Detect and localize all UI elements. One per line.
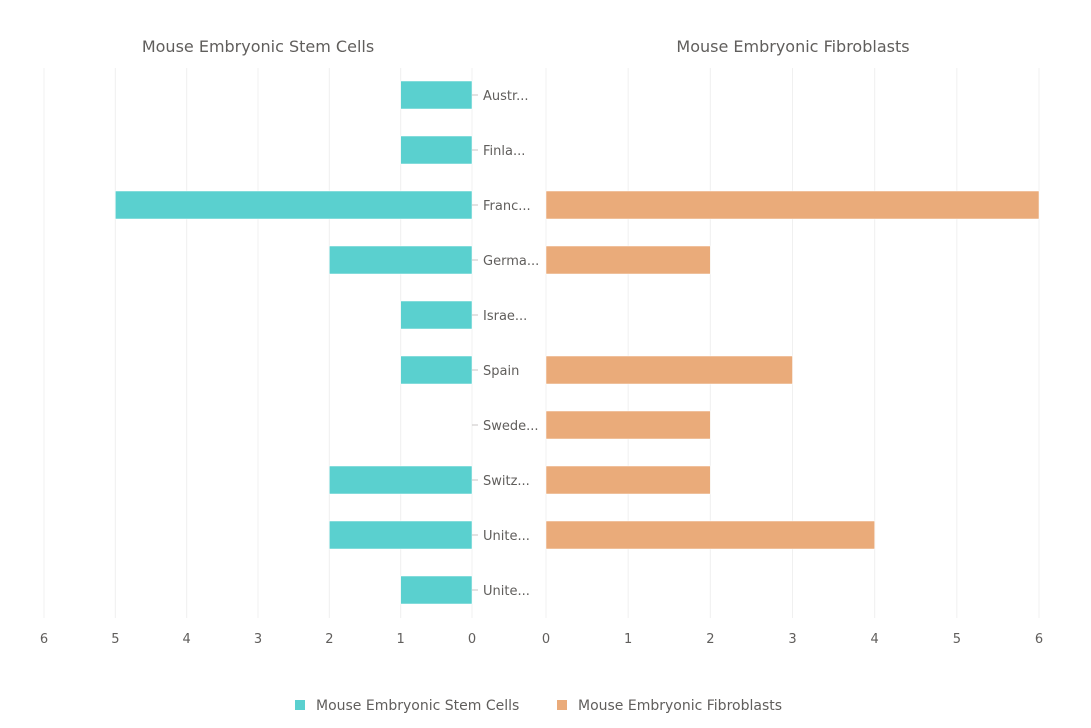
left-x-tick: 4 xyxy=(183,632,191,647)
bar-stem-cells[interactable] xyxy=(400,575,473,605)
category-label: Unite... xyxy=(483,529,530,544)
right-x-tick: 3 xyxy=(788,632,796,647)
bar-fibroblasts[interactable] xyxy=(545,245,711,275)
category-label: Austr... xyxy=(483,89,529,104)
right-x-tick: 0 xyxy=(542,632,550,647)
bar-fibroblasts[interactable] xyxy=(545,355,793,385)
right-x-tick: 5 xyxy=(953,632,961,647)
bar-stem-cells[interactable] xyxy=(329,245,473,275)
bar-fibroblasts[interactable] xyxy=(545,410,711,440)
left-x-tick: 0 xyxy=(468,632,476,647)
legend-swatch-fibroblasts xyxy=(557,700,567,710)
category-label: Israe... xyxy=(483,309,527,324)
bar-stem-cells[interactable] xyxy=(400,300,473,330)
bar-stem-cells[interactable] xyxy=(115,190,473,220)
bar-fibroblasts[interactable] xyxy=(545,520,875,550)
right-x-tick: 1 xyxy=(624,632,632,647)
left-x-tick: 1 xyxy=(397,632,405,647)
right-x-tick: 4 xyxy=(871,632,879,647)
category-label: Finla... xyxy=(483,144,525,159)
legend: Mouse Embryonic Stem Cells Mouse Embryon… xyxy=(295,698,782,714)
legend-item-fibroblasts[interactable]: Mouse Embryonic Fibroblasts xyxy=(557,698,782,714)
grid-lines xyxy=(43,68,1040,618)
right-x-tick: 2 xyxy=(706,632,714,647)
category-label: Germa... xyxy=(483,254,539,269)
bar-stem-cells[interactable] xyxy=(329,465,473,495)
axis-ticks: 0 1 2 3 4 5 6 0 1 2 3 4 5 6 xyxy=(40,632,1043,647)
legend-label-stem-cells: Mouse Embryonic Stem Cells xyxy=(316,698,519,714)
left-x-tick: 5 xyxy=(111,632,119,647)
legend-item-stem-cells[interactable]: Mouse Embryonic Stem Cells xyxy=(295,698,519,714)
category-label: Spain xyxy=(483,364,519,379)
left-panel-title: Mouse Embryonic Stem Cells xyxy=(142,37,374,56)
bar-stem-cells[interactable] xyxy=(400,80,473,110)
legend-label-fibroblasts: Mouse Embryonic Fibroblasts xyxy=(578,698,782,714)
left-x-tick: 6 xyxy=(40,632,48,647)
legend-swatch-stem-cells xyxy=(295,700,305,710)
category-labels: Austr... Finla... Franc... Germa... Israe...… xyxy=(472,89,539,599)
bar-fibroblasts[interactable] xyxy=(545,465,711,495)
category-label: Franc... xyxy=(483,199,531,214)
category-label: Swede... xyxy=(483,419,539,434)
category-label: Unite... xyxy=(483,584,530,599)
right-panel-title: Mouse Embryonic Fibroblasts xyxy=(676,37,909,56)
left-x-tick: 2 xyxy=(325,632,333,647)
left-x-tick: 3 xyxy=(254,632,262,647)
bar-stem-cells[interactable] xyxy=(400,135,473,165)
right-x-tick: 6 xyxy=(1035,632,1043,647)
bar-stem-cells[interactable] xyxy=(329,520,473,550)
bars xyxy=(115,80,1040,605)
bar-fibroblasts[interactable] xyxy=(545,190,1040,220)
category-label: Switz... xyxy=(483,474,530,489)
bar-stem-cells[interactable] xyxy=(400,355,473,385)
